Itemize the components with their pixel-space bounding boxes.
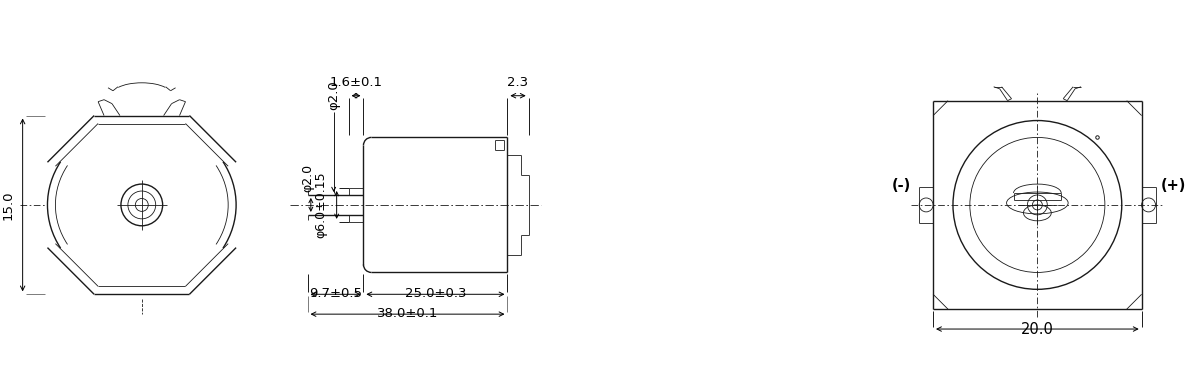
Text: 15.0: 15.0	[1, 190, 14, 220]
Text: φ2.0: φ2.0	[327, 80, 340, 110]
Text: 9.7±0.5: 9.7±0.5	[309, 287, 362, 300]
Text: 1.6±0.1: 1.6±0.1	[329, 76, 383, 89]
Text: 20.0: 20.0	[1020, 322, 1054, 337]
Text: 2.3: 2.3	[507, 76, 529, 89]
Text: 38.0±0.1: 38.0±0.1	[377, 307, 438, 320]
Text: φ6.0±0.15: φ6.0±0.15	[315, 172, 327, 238]
Text: (-): (-)	[892, 177, 911, 193]
Text: 25.0±0.3: 25.0±0.3	[405, 287, 466, 300]
Text: φ2.0: φ2.0	[302, 164, 315, 192]
Text: (+): (+)	[1161, 177, 1186, 193]
